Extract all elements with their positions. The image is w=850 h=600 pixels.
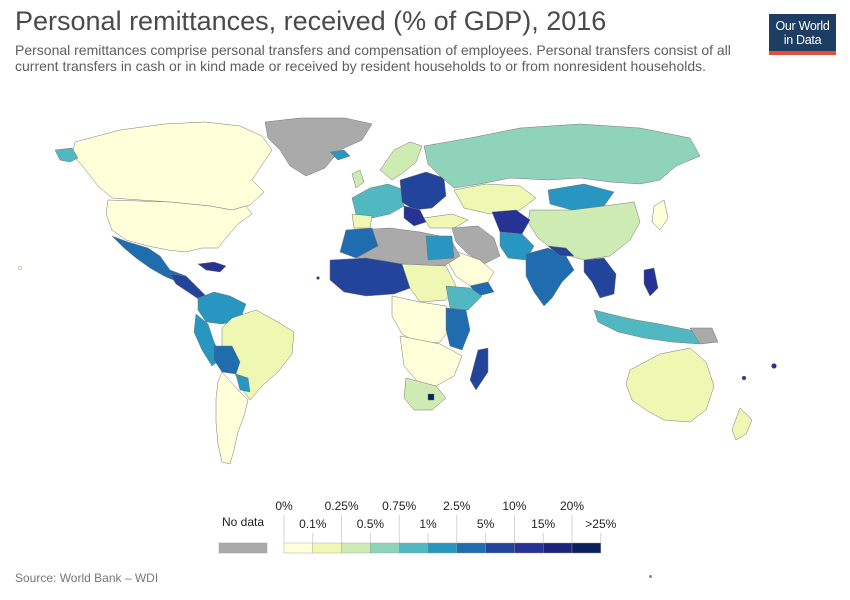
legend-bin-0[interactable]	[283, 542, 313, 554]
region-china[interactable]	[527, 201, 641, 261]
region-west-africa[interactable]	[329, 257, 421, 297]
region-pacific-islands[interactable]	[771, 363, 777, 369]
region-central-america[interactable]	[169, 273, 207, 301]
map-legend: No data 0% 0.25% 0.75% 2.5% 10% 20% 0.1% 0.5% 1…	[218, 499, 617, 554]
source-note: Source: World Bank – WDI	[15, 571, 159, 585]
legend-bottom-label-4: 15%	[531, 517, 555, 531]
legend-bin-4[interactable]	[399, 542, 429, 554]
legend-top-label-1: 0.25%	[325, 499, 359, 513]
legend-no-data-swatch[interactable]	[218, 542, 268, 554]
region-middle-east[interactable]	[451, 225, 501, 265]
legend-top-label-3: 2.5%	[443, 499, 471, 513]
pagination-dot	[649, 575, 652, 578]
region-greenland[interactable]	[264, 117, 373, 177]
logo-line-2: in Data	[783, 33, 822, 47]
legend-bottom-label-5: >25%	[585, 517, 616, 531]
legend-top-label-5: 20%	[560, 499, 584, 513]
region-kazakhstan[interactable]	[453, 183, 537, 215]
region-nepal[interactable]	[547, 245, 575, 257]
region-western-europe[interactable]	[351, 183, 405, 219]
region-iceland[interactable]	[329, 149, 351, 161]
region-argentina[interactable]	[215, 371, 249, 465]
region-balkans[interactable]	[403, 205, 427, 227]
owid-logo[interactable]: Our World in Data	[769, 14, 836, 55]
region-southeast-asia[interactable]	[583, 257, 617, 299]
region-russia[interactable]	[423, 123, 701, 189]
chart-subtitle: Personal remittances comprise personal t…	[15, 42, 731, 74]
legend-top-label-4: 10%	[502, 499, 526, 513]
world-map[interactable]	[0, 110, 850, 480]
region-madagascar[interactable]	[469, 347, 489, 391]
region-central-asia[interactable]	[491, 209, 531, 235]
legend-no-data-label: No data	[222, 515, 264, 529]
region-lesotho[interactable]	[427, 393, 435, 401]
region-indonesia[interactable]	[593, 309, 711, 345]
legend-bin-1[interactable]	[312, 542, 342, 554]
region-hawaii[interactable]	[17, 265, 23, 271]
region-scandinavia[interactable]	[379, 141, 423, 181]
region-turkey[interactable]	[423, 213, 469, 229]
region-eastern-europe[interactable]	[399, 171, 447, 211]
region-alaska[interactable]	[54, 147, 79, 163]
region-paraguay[interactable]	[235, 373, 251, 393]
region-cape-verde[interactable]	[316, 276, 320, 280]
legend-bottom-label-0: 0.1%	[299, 517, 327, 531]
region-uk[interactable]	[351, 169, 365, 189]
region-east-africa[interactable]	[445, 307, 471, 351]
legend-top-label-0: 0%	[275, 499, 293, 513]
region-australia[interactable]	[625, 347, 715, 423]
region-fiji[interactable]	[741, 375, 747, 381]
region-sudan[interactable]	[401, 263, 457, 303]
legend-bin-7[interactable]	[485, 542, 515, 554]
region-philippines[interactable]	[643, 267, 659, 297]
region-india[interactable]	[525, 247, 575, 307]
legend-bottom-label-2: 1%	[419, 517, 437, 531]
region-japan[interactable]	[651, 199, 669, 231]
legend-bin-2[interactable]	[341, 542, 371, 554]
region-caribbean[interactable]	[197, 261, 227, 273]
region-papua[interactable]	[689, 327, 719, 345]
legend-bottom-label-1: 0.5%	[357, 517, 385, 531]
region-iberia[interactable]	[351, 213, 373, 229]
region-southern-africa[interactable]	[399, 335, 463, 387]
legend-bin-8[interactable]	[514, 542, 544, 554]
legend-bottom-label-3: 5%	[477, 517, 495, 531]
region-maghreb[interactable]	[339, 227, 379, 259]
chart-title: Personal remittances, received (% of GDP…	[15, 6, 607, 36]
legend-bin-3[interactable]	[370, 542, 400, 554]
legend-bin-6[interactable]	[456, 542, 486, 554]
region-usa[interactable]	[105, 199, 253, 253]
legend-top-label-2: 0.75%	[382, 499, 416, 513]
legend-bin-9[interactable]	[543, 542, 573, 554]
region-horn-africa[interactable]	[445, 285, 483, 311]
region-egypt[interactable]	[425, 235, 455, 261]
region-new-zealand[interactable]	[731, 407, 753, 441]
region-canada[interactable]	[71, 121, 273, 211]
region-south-africa[interactable]	[403, 377, 447, 411]
logo-line-1: Our World	[775, 19, 830, 33]
legend-bin-10[interactable]	[571, 542, 601, 554]
legend-bin-5[interactable]	[427, 542, 457, 554]
region-central-africa[interactable]	[391, 295, 453, 345]
